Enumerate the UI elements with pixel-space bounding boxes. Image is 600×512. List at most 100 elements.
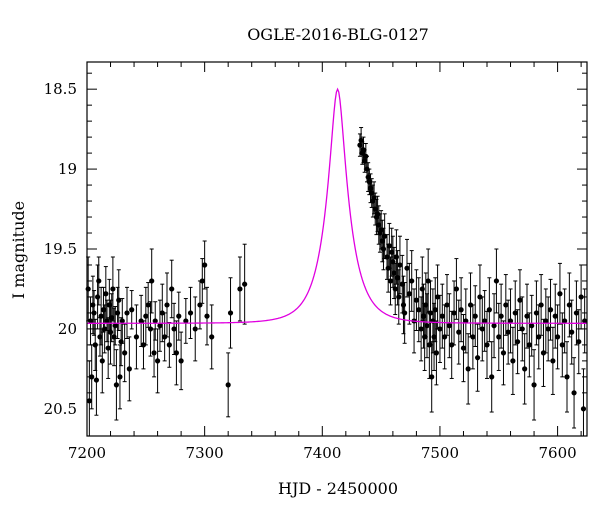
data-point [394,275,401,281]
data-point [380,246,387,252]
data-point [162,334,168,340]
data-point [237,286,243,292]
data-point [550,358,556,364]
data-point [406,291,412,297]
data-point [566,302,572,308]
data-point [204,313,210,319]
data-point [396,294,402,300]
x-tick-label: 7600 [538,444,576,462]
data-point [562,318,568,324]
data-point [242,281,248,287]
y-tick-label: 20 [58,320,77,338]
data-point [372,206,378,212]
data-point [538,302,544,308]
data-point [496,334,502,340]
data-point [446,323,452,329]
data-point [225,382,231,388]
data-point [96,278,102,284]
data-point [472,313,478,319]
data-point [554,334,561,340]
data-point [143,313,149,319]
data-point [500,350,507,356]
data-point [456,329,462,335]
data-point [531,382,537,388]
data-point [103,291,109,297]
data-point [171,326,177,332]
data-point [140,342,147,348]
data-point [99,358,105,364]
data-point [576,339,582,345]
data-point [486,307,492,313]
data-point [444,302,450,308]
data-point [439,313,445,319]
data-point [514,339,521,345]
data-point [386,243,392,249]
data-point [564,374,570,380]
plot-content [85,87,588,437]
data-point [126,366,132,372]
data-point [151,350,157,356]
data-point [209,334,215,340]
data-point [109,315,115,321]
data-point [526,342,532,348]
data-point [147,326,154,332]
data-point [400,302,407,308]
data-point [517,297,523,303]
data-point [540,350,547,356]
data-point [402,310,408,316]
y-tick-label: 19.5 [44,240,77,258]
x-tick-label: 7500 [421,444,459,462]
data-point [493,278,500,284]
data-point [460,345,467,351]
data-point [113,382,120,388]
data-point [192,326,198,332]
data-point [169,286,175,292]
data-point [98,313,104,319]
data-point [178,358,184,364]
data-point [227,310,234,316]
data-point [397,262,403,268]
data-point [431,334,437,340]
model-curve [87,87,587,324]
data-point [409,278,415,284]
data-point [124,310,130,316]
data-point [176,313,182,319]
data-point [510,358,516,364]
data-point [453,286,460,292]
x-axis-label: HJD - 2450000 [278,479,398,498]
data-point [86,398,92,404]
data-point [484,342,490,348]
data-point [89,374,95,380]
data-point [183,318,189,324]
chart-title: OGLE-2016-BLG-0127 [247,25,429,44]
data-point [571,390,577,396]
data-point [547,307,554,313]
axis-ticks [86,62,587,436]
data-point [154,358,161,364]
data-point [413,297,420,303]
data-point [552,313,558,319]
data-point [157,323,163,329]
data-point [357,142,363,148]
data-point [93,377,100,383]
data-point [166,342,172,348]
data-point [404,265,410,271]
data-point [387,278,394,284]
data-point [133,334,140,340]
data-point [477,294,483,300]
data-point [187,310,194,316]
data-point [379,238,385,244]
y-tick-label: 18.5 [44,80,77,98]
data-point [366,179,372,185]
data-point [90,302,96,308]
data-point [463,318,469,324]
data-point [392,286,398,292]
data-point [437,326,443,332]
y-axis-label: I magnitude [9,201,28,299]
data-point [393,254,400,260]
data-point [432,307,438,313]
data-point [522,366,528,372]
x-tick-label: 7300 [186,444,224,462]
data-point [519,326,525,332]
